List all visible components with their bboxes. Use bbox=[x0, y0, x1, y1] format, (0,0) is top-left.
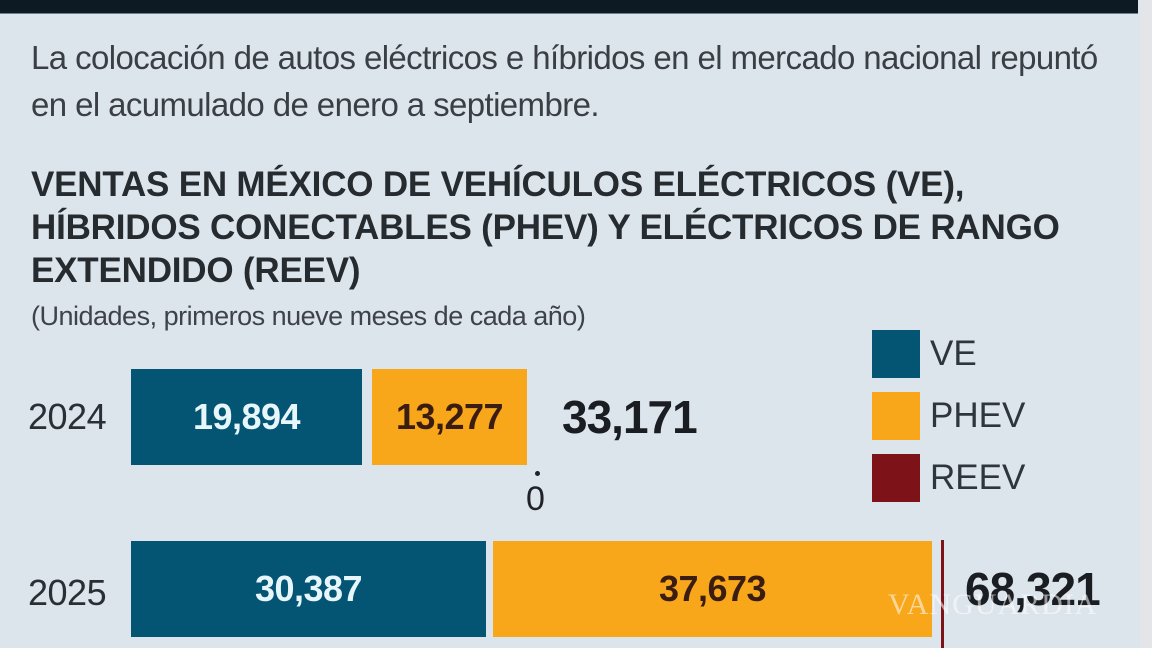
total-2025: 68,321 bbox=[965, 563, 1101, 615]
total-2024: 33,171 bbox=[562, 391, 698, 443]
chart-subtitle: (Unidades, primeros nueve meses de cada … bbox=[31, 301, 586, 331]
legend-swatch-reev bbox=[872, 454, 920, 502]
bar-value: 19,894 bbox=[192, 396, 301, 437]
watermark: VANGUARDIA bbox=[888, 588, 1098, 621]
legend-label: REEV bbox=[930, 458, 1026, 497]
legend-item-phev: PHEV bbox=[872, 385, 1025, 447]
legend: VE PHEV REEV bbox=[872, 323, 1025, 509]
legend-swatch-ve bbox=[872, 330, 920, 378]
legend-item-ve: VE bbox=[872, 323, 1025, 385]
reev-2024-value: 0 bbox=[526, 480, 545, 518]
header-band bbox=[0, 0, 1138, 14]
right-edge-strip bbox=[1140, 0, 1152, 648]
intro-text: La colocación de autos eléctricos e híbr… bbox=[31, 39, 1098, 123]
chart-title: VENTAS EN MÉXICO DE VEHÍCULOS ELÉCTRICOS… bbox=[31, 165, 1060, 290]
bar-2025-phev: 37,673 bbox=[493, 541, 932, 637]
bar-2025-ve: 30,387 bbox=[131, 541, 486, 637]
legend-label: VE bbox=[930, 334, 977, 373]
reev-2024-marker bbox=[535, 471, 540, 476]
bar-2024-ve: 19,894 bbox=[131, 369, 362, 465]
bar-2025-reev bbox=[941, 540, 944, 648]
year-label-2025: 2025 bbox=[28, 572, 107, 613]
legend-swatch-phev bbox=[872, 392, 920, 440]
legend-label: PHEV bbox=[930, 396, 1026, 435]
legend-item-reev: REEV bbox=[872, 447, 1025, 509]
bar-2024-phev: 13,277 bbox=[372, 369, 527, 465]
bar-value: 13,277 bbox=[395, 396, 504, 437]
bar-value: 37,673 bbox=[658, 568, 767, 609]
year-label-2024: 2024 bbox=[28, 396, 107, 437]
bar-value: 30,387 bbox=[254, 568, 363, 609]
